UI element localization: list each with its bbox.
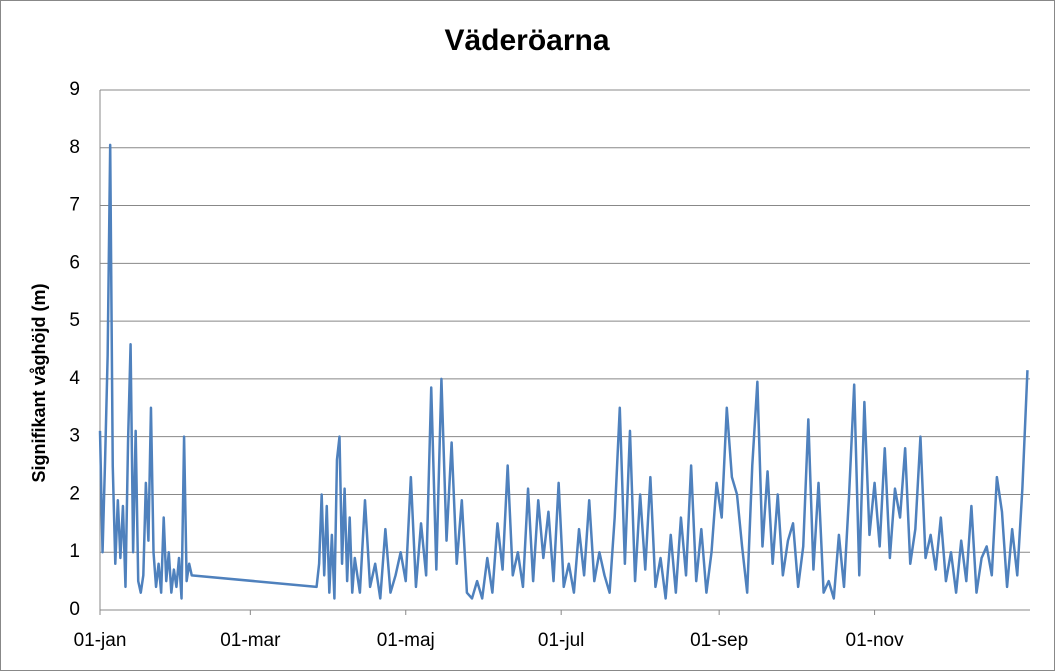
x-tick-label: 01-maj (377, 630, 435, 651)
y-tick-label: 4 (69, 368, 80, 389)
x-tick-label: 01-nov (846, 630, 905, 651)
y-tick-label: 5 (69, 310, 80, 331)
x-tick-label: 01-sep (690, 630, 748, 651)
y-axis-label: Signifikant våghöjd (m) (29, 283, 49, 482)
x-tick-label: 01-jul (538, 630, 584, 651)
y-tick-label: 3 (69, 426, 80, 447)
y-tick-label: 2 (69, 483, 80, 504)
chart-title: Väderöarna (444, 24, 609, 57)
x-tick-label: 01-mar (220, 630, 281, 651)
y-tick-label: 8 (69, 137, 80, 158)
y-tick-label: 9 (69, 79, 80, 100)
y-tick-label: 6 (69, 252, 80, 273)
data-line (98, 143, 1029, 600)
y-tick-label: 0 (69, 599, 80, 620)
y-tick-label: 7 (69, 195, 80, 216)
y-tick-label: 1 (69, 541, 80, 562)
x-tick-label: 01-jan (74, 630, 127, 651)
